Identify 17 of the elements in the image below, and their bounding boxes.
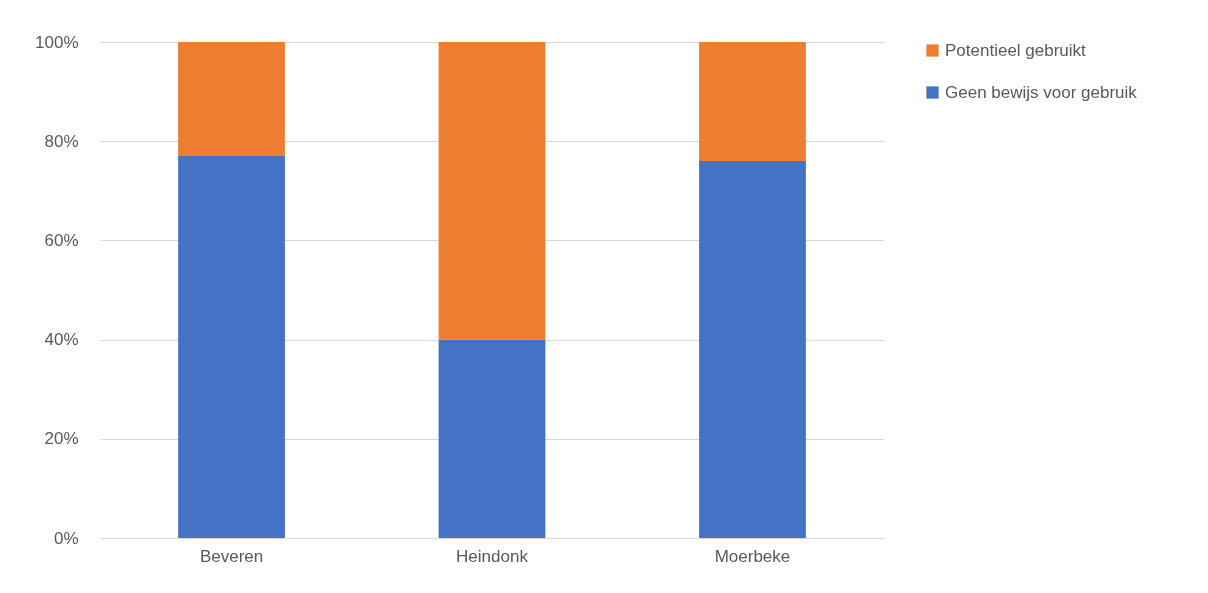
y-tick-label: 40%	[44, 330, 79, 350]
legend-label: Potentieel gebruikt	[945, 40, 1087, 60]
y-tick-label: 100%	[35, 32, 79, 52]
x-tick-label: Heindonk	[456, 546, 529, 566]
bar	[438, 42, 546, 340]
bar	[699, 42, 806, 162]
y-tick-label: 0%	[53, 528, 79, 548]
bar	[438, 339, 546, 538]
legend-label: Geen bewijs voor gebruik	[945, 82, 1138, 102]
y-tick-label: 80%	[44, 131, 79, 151]
y-tick-label: 60%	[44, 230, 79, 250]
y-tick-label: 20%	[44, 429, 79, 449]
bar	[699, 161, 806, 538]
bar	[178, 156, 285, 538]
x-tick-label: Moerbeke	[714, 546, 791, 566]
bar	[178, 42, 285, 157]
x-tick-label: Beveren	[199, 546, 264, 566]
